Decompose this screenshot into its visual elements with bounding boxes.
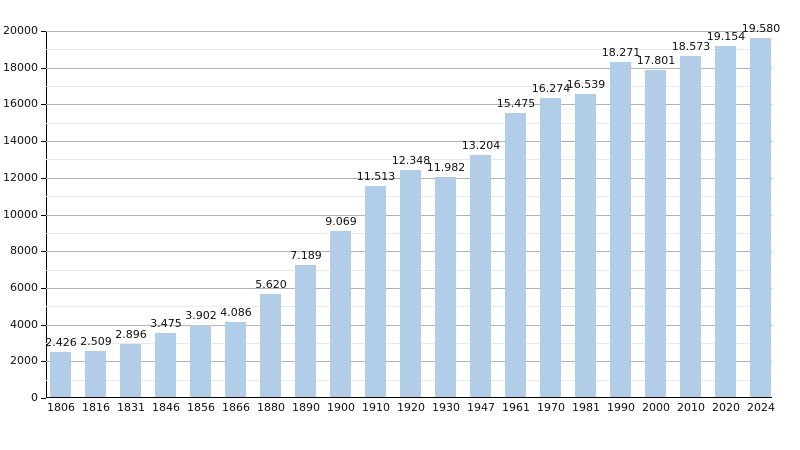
bar [190,325,211,397]
bar [295,265,316,397]
bar [330,231,351,397]
x-tick-label: 1846 [152,401,180,414]
bar [155,333,176,397]
bar [365,186,386,397]
y-axis-tick [41,31,46,32]
x-tick-label: 2010 [677,401,705,414]
bar-value-label: 7.189 [290,249,322,262]
y-tick-label: 10000 [3,208,38,221]
bar-value-label: 15.475 [496,97,536,110]
bar-value-label: 9.069 [325,215,357,228]
bar [575,94,596,397]
y-tick-label: 16000 [3,97,38,110]
x-tick-label: 2024 [747,401,775,414]
bar-value-label: 16.274 [531,82,571,95]
y-tick-label: 14000 [3,134,38,147]
x-tick-label: 2020 [712,401,740,414]
x-tick-label: 1930 [432,401,460,414]
bar-value-label: 18.271 [601,46,641,59]
y-tick-label: 12000 [3,171,38,184]
y-axis-tick [41,141,46,142]
x-tick-label: 1816 [82,401,110,414]
bar-value-label: 19.580 [741,22,781,35]
bar-value-label: 2.426 [45,336,77,349]
x-tick-label: 1856 [187,401,215,414]
x-tick-label: 1970 [537,401,565,414]
y-axis-tick [41,68,46,69]
x-tick-label: 1920 [397,401,425,414]
x-tick-label: 1990 [607,401,635,414]
x-tick-label: 1900 [327,401,355,414]
x-tick-label: 1831 [117,401,145,414]
y-axis-tick [41,325,46,326]
bar-value-label: 13.204 [461,139,501,152]
bar-value-label: 17.801 [636,54,676,67]
bar [540,98,561,397]
minor-gridline [46,123,772,124]
x-tick-label: 1961 [502,401,530,414]
bar-value-label: 2.509 [80,335,112,348]
bar-value-label: 3.902 [185,309,217,322]
x-tick-label: 1890 [292,401,320,414]
bar-value-label: 2.896 [115,328,147,341]
bar [85,351,106,397]
y-tick-label: 6000 [10,281,38,294]
y-axis-line [46,31,47,398]
bar-value-label: 11.982 [426,161,466,174]
major-gridline [46,104,772,105]
bar-value-label: 4.086 [220,306,252,319]
bar-value-label: 3.475 [150,317,182,330]
y-tick-label: 18000 [3,61,38,74]
y-axis-tick [41,104,46,105]
x-tick-label: 1981 [572,401,600,414]
x-tick-label: 1947 [467,401,495,414]
y-axis-tick [41,178,46,179]
bar [610,62,631,397]
y-axis-tick [41,288,46,289]
bar [680,56,701,397]
x-tick-label: 2000 [642,401,670,414]
major-gridline [46,68,772,69]
bar [50,352,71,397]
bar-value-label: 5.620 [255,278,287,291]
bar-value-label: 11.513 [356,170,396,183]
bar [750,38,771,397]
y-tick-label: 4000 [10,318,38,331]
y-axis-tick [41,361,46,362]
bar [400,170,421,397]
x-tick-label: 1806 [47,401,75,414]
y-axis-tick [41,398,46,399]
y-tick-label: 0 [31,391,38,404]
x-axis-line [46,397,772,398]
y-axis-tick [41,251,46,252]
y-tick-label: 8000 [10,244,38,257]
bar-value-label: 16.539 [566,78,606,91]
minor-gridline [46,49,772,50]
minor-gridline [46,159,772,160]
bar-value-label: 18.573 [671,40,711,53]
plot-area: 2.426 2.509 2.896 3.475 3.902 4.086 5.620 7.189… [41,23,780,399]
bar [120,344,141,397]
bar [435,177,456,397]
minor-gridline [46,86,772,87]
bar [505,113,526,397]
bar [645,70,666,397]
y-axis-tick [41,215,46,216]
major-gridline [46,31,772,32]
bar-value-label: 19.154 [706,30,746,43]
bar [260,294,281,397]
major-gridline [46,141,772,142]
y-tick-label: 20000 [3,24,38,37]
bar-value-label: 12.348 [391,154,431,167]
y-tick-label: 2000 [10,354,38,367]
bar [715,46,736,397]
x-tick-label: 1880 [257,401,285,414]
x-tick-label: 1910 [362,401,390,414]
bar [225,322,246,397]
bar [470,155,491,397]
x-tick-label: 1866 [222,401,250,414]
